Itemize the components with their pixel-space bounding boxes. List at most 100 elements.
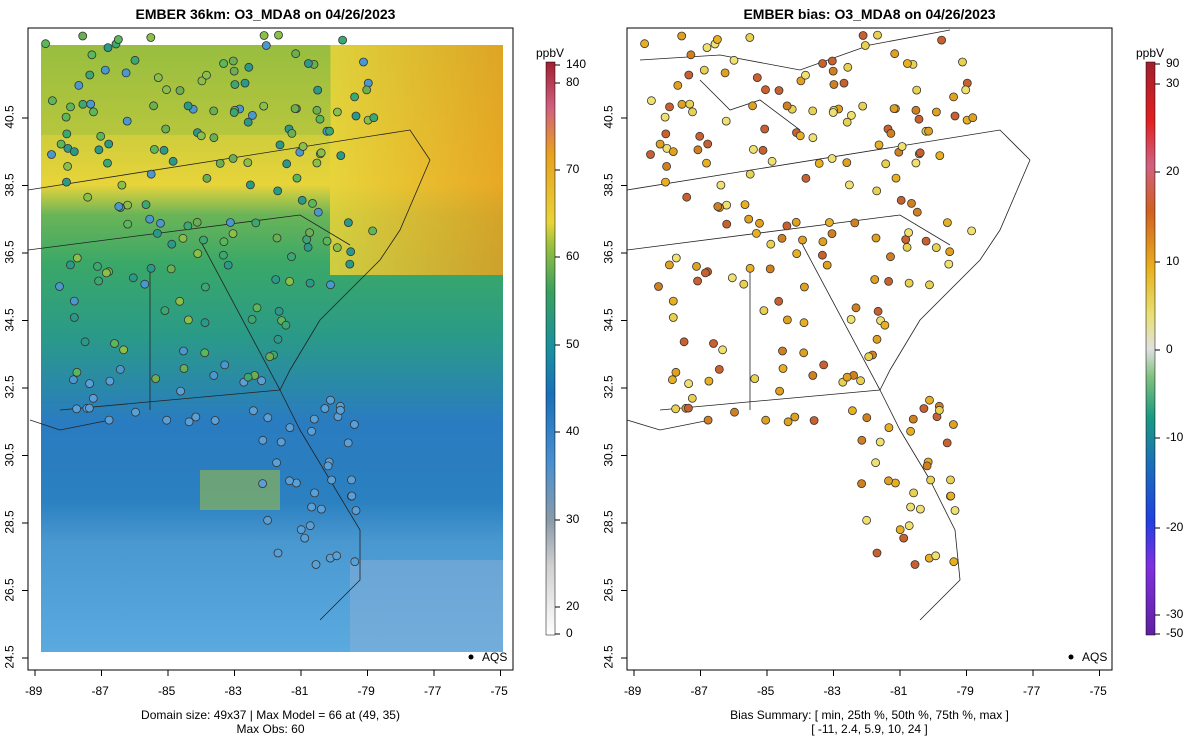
station-marker (783, 417, 793, 427)
station-marker (228, 229, 238, 239)
station-marker (722, 219, 732, 229)
station-marker (702, 158, 711, 168)
station-marker (745, 33, 755, 42)
station-marker (750, 374, 760, 384)
station-marker (967, 226, 976, 236)
station-marker (897, 142, 907, 151)
station-marker (245, 180, 255, 190)
station-marker (755, 218, 764, 228)
station-marker (202, 70, 211, 80)
station-marker (943, 218, 952, 228)
station-marker (774, 296, 784, 306)
station-marker (274, 30, 283, 40)
station-marker (350, 92, 360, 102)
station-marker (178, 233, 188, 243)
station-marker (200, 318, 210, 328)
station-marker (86, 99, 96, 109)
station-marker (307, 502, 317, 512)
station-marker (247, 111, 257, 120)
right-colorbar-tick: -30 (1166, 607, 1184, 621)
station-marker (872, 548, 882, 558)
station-marker (115, 364, 125, 374)
station-marker (338, 35, 348, 45)
station-marker (230, 80, 240, 89)
station-marker (850, 218, 860, 228)
station-marker (309, 414, 319, 424)
station-marker (890, 49, 900, 59)
station-marker (685, 99, 695, 109)
station-marker (647, 96, 656, 106)
station-marker (842, 372, 852, 382)
station-marker (912, 85, 922, 95)
station-marker (950, 111, 960, 121)
station-marker (925, 395, 934, 405)
station-marker (884, 476, 893, 486)
station-marker (247, 314, 257, 324)
station-marker (66, 102, 75, 112)
station-marker (673, 81, 683, 90)
station-marker (141, 200, 151, 210)
station-marker (740, 200, 750, 210)
left-x-tick-label: -81 (291, 684, 309, 698)
station-marker (61, 112, 71, 122)
station-marker (316, 148, 326, 158)
station-marker (291, 49, 301, 59)
station-marker (327, 475, 337, 485)
station-marker (287, 252, 296, 262)
right-y-tick-label: 36.5 (601, 240, 616, 264)
station-marker (167, 239, 177, 249)
station-marker (640, 39, 649, 49)
station-marker (864, 352, 874, 362)
left-footer-line1: Domain size: 49x37 | Max Model = 66 at (… (141, 708, 400, 722)
right-colorbar-tick: -20 (1166, 520, 1184, 534)
station-marker (347, 491, 357, 501)
station-marker (74, 81, 84, 90)
station-marker (209, 106, 219, 116)
station-marker (102, 268, 111, 278)
station-marker (744, 214, 754, 224)
station-marker (160, 306, 170, 316)
station-marker (313, 207, 323, 217)
station-marker (911, 105, 921, 115)
station-marker (346, 247, 356, 257)
station-marker (252, 303, 262, 313)
station-marker (687, 393, 697, 403)
station-marker (880, 320, 890, 330)
station-marker (296, 525, 306, 535)
station-marker (307, 426, 317, 436)
station-marker (856, 376, 865, 386)
station-marker (765, 264, 775, 274)
station-marker (839, 78, 849, 88)
station-marker (774, 86, 784, 95)
station-marker (168, 156, 178, 166)
station-marker (349, 420, 359, 429)
station-marker (862, 413, 872, 423)
station-marker (671, 253, 681, 263)
station-marker (790, 412, 800, 422)
station-marker (243, 372, 253, 382)
station-marker (210, 416, 220, 425)
station-marker (912, 207, 922, 217)
station-marker (218, 250, 228, 260)
right-colorbar-tick: -10 (1166, 430, 1184, 444)
station-marker (783, 315, 792, 325)
station-marker (668, 313, 678, 322)
station-marker (875, 437, 885, 447)
station-marker (914, 114, 924, 124)
station-marker (104, 139, 114, 149)
station-marker (932, 107, 941, 117)
station-marker (822, 260, 832, 270)
station-marker (123, 219, 133, 229)
station-marker (729, 55, 739, 65)
station-marker (310, 488, 320, 498)
station-marker (69, 147, 79, 157)
station-marker (292, 173, 302, 183)
station-marker (69, 313, 79, 322)
station-marker (904, 278, 914, 288)
station-marker (315, 114, 325, 124)
left-x-tick-label: -75 (490, 684, 508, 698)
station-marker (808, 371, 818, 380)
station-marker (151, 374, 161, 384)
station-marker (122, 116, 132, 126)
station-marker (140, 279, 150, 289)
